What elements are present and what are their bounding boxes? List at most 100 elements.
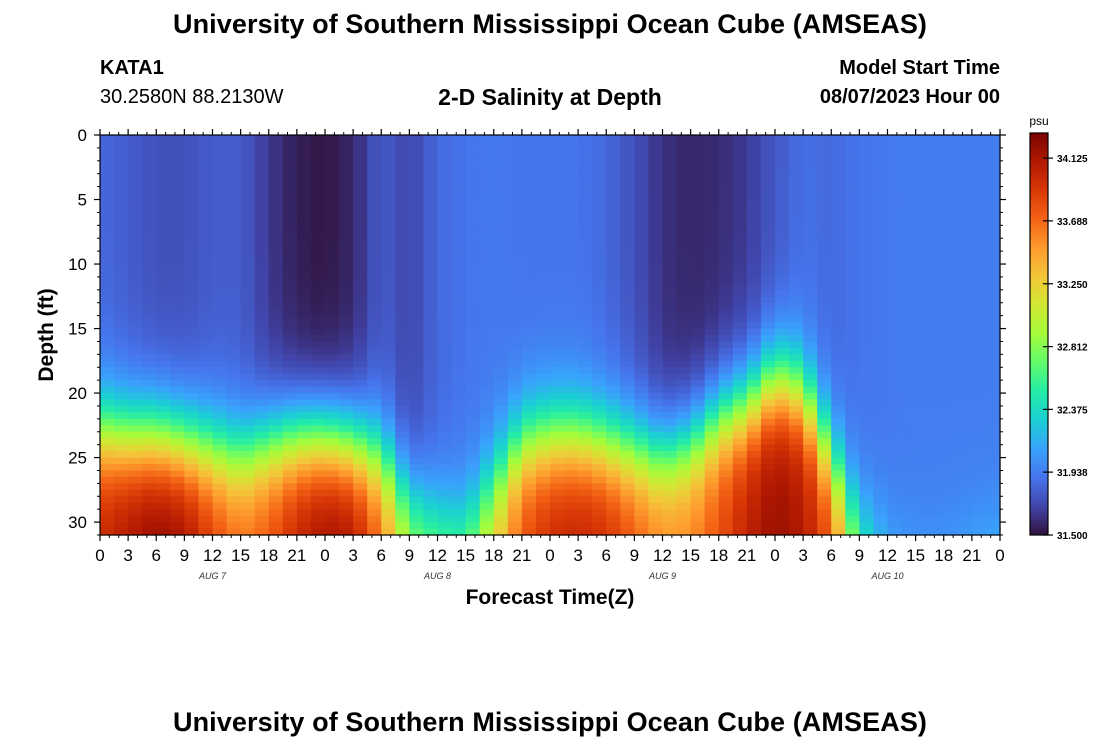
- heatmap-cell: [479, 438, 495, 446]
- heatmap-cell: [887, 173, 903, 181]
- heatmap-cell: [985, 496, 1001, 504]
- heatmap-cell: [325, 302, 340, 310]
- heatmap-cell: [325, 405, 340, 414]
- heatmap-cell: [662, 528, 678, 536]
- heatmap-cell: [929, 147, 945, 155]
- heatmap-cell: [873, 231, 889, 239]
- heatmap-cell: [746, 515, 762, 523]
- heatmap-cell: [465, 522, 481, 530]
- heatmap-cell: [156, 173, 171, 181]
- heatmap-cell: [100, 238, 115, 246]
- heatmap-cell: [690, 302, 706, 310]
- heatmap-cell: [957, 154, 973, 162]
- heatmap-cell: [746, 315, 762, 323]
- heatmap-cell: [775, 276, 790, 284]
- heatmap-cell: [873, 373, 889, 381]
- heatmap-cell: [310, 373, 326, 381]
- heatmap-cell: [845, 380, 860, 388]
- heatmap-cell: [634, 257, 650, 265]
- heatmap-cell: [170, 199, 185, 207]
- heatmap-cell: [212, 251, 228, 259]
- heatmap-cell: [648, 141, 664, 149]
- heatmap-cell: [198, 251, 214, 259]
- heatmap-cell: [535, 528, 551, 536]
- heatmap-cell: [142, 322, 157, 330]
- heatmap-cell: [957, 528, 973, 536]
- heatmap-cell: [775, 418, 790, 426]
- heatmap-cell: [690, 522, 706, 530]
- heatmap-cell: [620, 386, 635, 394]
- heatmap-cell: [296, 335, 312, 343]
- x-tick-label: 3: [348, 546, 357, 565]
- heatmap-cell: [634, 135, 650, 143]
- heatmap-cell: [845, 270, 860, 278]
- heatmap-cell: [198, 502, 214, 510]
- heatmap-cell: [704, 438, 720, 446]
- heatmap-cell: [310, 135, 326, 143]
- heatmap-cell: [170, 205, 185, 214]
- heatmap-cell: [479, 393, 495, 401]
- heatmap-cell: [535, 238, 551, 246]
- heatmap-cell: [507, 289, 523, 297]
- heatmap-cell: [845, 199, 860, 207]
- heatmap-cell: [465, 264, 481, 272]
- heatmap-cell: [240, 322, 256, 330]
- heatmap-cell: [409, 193, 425, 201]
- heatmap-cell: [268, 315, 284, 323]
- heatmap-cell: [971, 347, 987, 355]
- heatmap-cell: [648, 451, 664, 459]
- heatmap-cell: [676, 309, 692, 317]
- heatmap-cell: [339, 373, 354, 381]
- heatmap-cell: [704, 457, 720, 465]
- heatmap-cell: [578, 147, 593, 155]
- heatmap-cell: [184, 251, 200, 259]
- heatmap-cell: [831, 167, 846, 175]
- heatmap-cell: [184, 257, 200, 265]
- heatmap-cell: [367, 341, 382, 349]
- heatmap-cell: [114, 522, 129, 530]
- heatmap-cell: [381, 464, 396, 472]
- heatmap-cell: [859, 193, 875, 201]
- heatmap-cell: [451, 270, 467, 278]
- heatmap-cell: [268, 276, 284, 284]
- heatmap-cell: [564, 476, 579, 484]
- heatmap-cell: [240, 205, 256, 214]
- colorbar-tick-label: 33.688: [1057, 217, 1088, 228]
- heatmap-cell: [156, 231, 171, 239]
- colorbar-tick-label: 31.938: [1057, 468, 1088, 479]
- heatmap-cell: [521, 199, 537, 207]
- heatmap-cell: [775, 464, 790, 472]
- heatmap-cell: [507, 147, 523, 155]
- heatmap-cell: [212, 225, 228, 233]
- heatmap-cell: [282, 186, 298, 194]
- heatmap-cell: [915, 360, 931, 368]
- heatmap-cell: [353, 147, 368, 155]
- heatmap-cell: [718, 405, 734, 414]
- heatmap-cell: [943, 386, 959, 394]
- heatmap-cell: [339, 341, 354, 349]
- heatmap-cell: [901, 193, 917, 201]
- heatmap-cell: [606, 276, 621, 284]
- heatmap-cell: [634, 231, 650, 239]
- heatmap-cell: [859, 289, 875, 297]
- heatmap-cell: [493, 444, 509, 452]
- heatmap-cell: [268, 373, 284, 381]
- heatmap-cell: [634, 483, 650, 491]
- heatmap-cell: [437, 309, 453, 317]
- heatmap-cell: [423, 464, 439, 472]
- heatmap-cell: [929, 180, 945, 188]
- colorbar-tick-label: 32.812: [1057, 343, 1088, 354]
- heatmap-cell: [423, 180, 439, 188]
- heatmap-cell: [648, 283, 664, 291]
- heatmap-cell: [254, 264, 270, 272]
- heatmap-cell: [409, 309, 425, 317]
- heatmap-cell: [353, 264, 368, 272]
- heatmap-cell: [676, 489, 692, 497]
- heatmap-cell: [521, 315, 537, 323]
- heatmap-cell: [437, 270, 453, 278]
- heatmap-cell: [718, 438, 734, 446]
- heatmap-cell: [100, 425, 115, 433]
- heatmap-cell: [339, 354, 354, 362]
- heatmap-cell: [662, 218, 678, 226]
- heatmap-cell: [381, 231, 396, 239]
